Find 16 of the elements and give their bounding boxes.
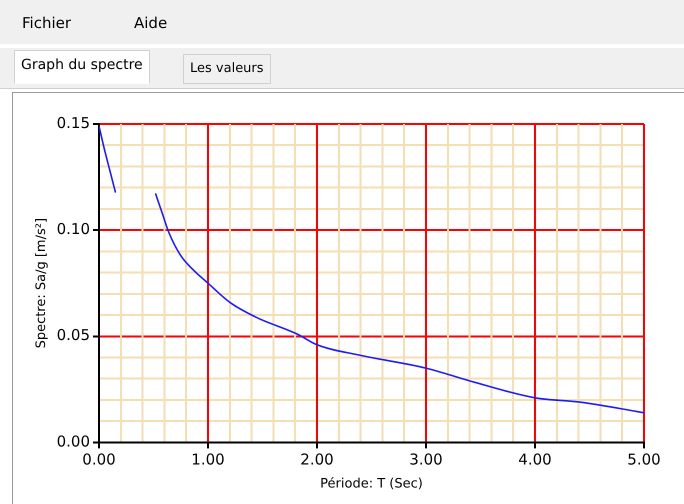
x-tick-label: 0.00 [82, 450, 116, 468]
text: Fichier [22, 14, 72, 32]
y-tick-label: 0.00 [56, 432, 90, 450]
x-tick-label: 1.00 [191, 450, 225, 468]
x-axis-title: Période: T (Sec) [320, 476, 423, 492]
y-tick-label: 0.05 [56, 326, 90, 344]
text: Graph du spectre [14, 50, 150, 84]
x-tick-label: 3.00 [409, 450, 443, 468]
text: Les valeurs [183, 54, 271, 84]
x-tick-label: 2.00 [300, 450, 334, 468]
text: Aide [134, 14, 168, 32]
x-tick-label: 5.00 [627, 450, 661, 468]
y-axis-title: Spectre: Sa/g [m/s²] [34, 218, 50, 348]
y-tick-label: 0.10 [56, 220, 90, 238]
x-tick-label: 4.00 [518, 450, 552, 468]
y-tick-label: 0.15 [56, 114, 90, 132]
